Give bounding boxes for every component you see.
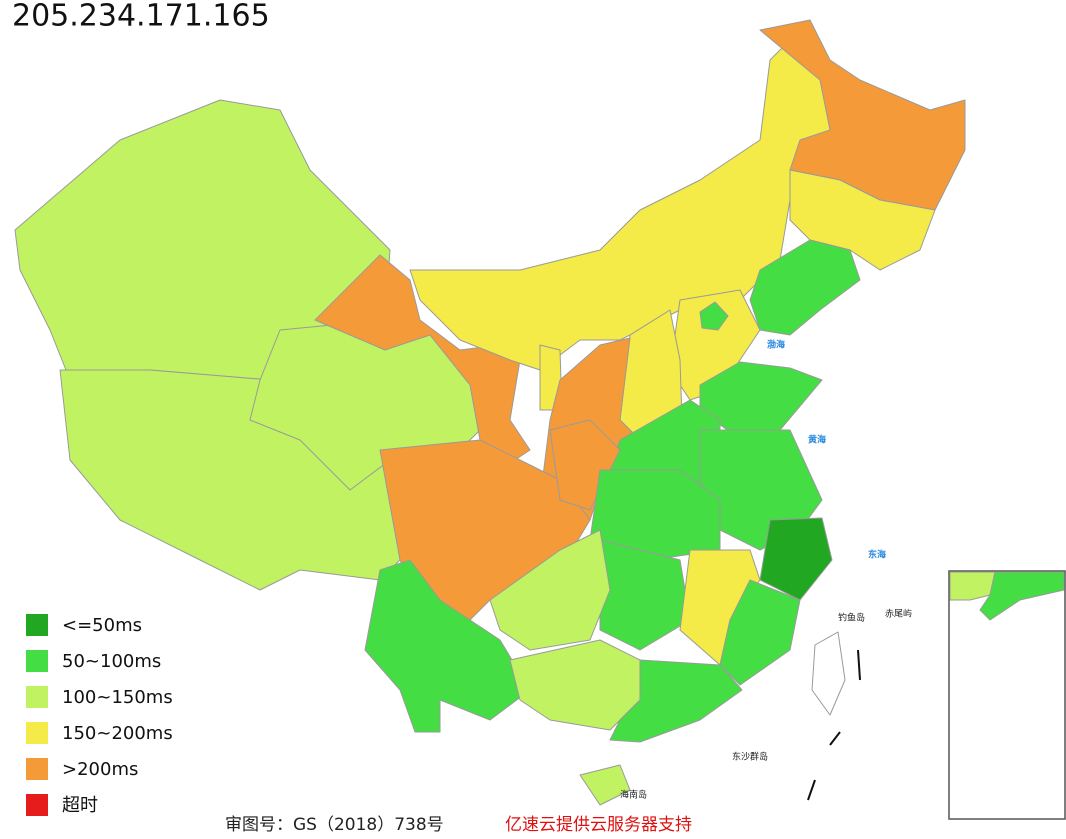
sea-label: 渤海 [767,339,785,351]
province [579,764,631,806]
province [811,631,846,716]
legend-swatch [26,650,48,672]
legend-label: 100~150ms [62,687,173,708]
legend-label: 150~200ms [62,723,173,744]
legend-label: 超时 [62,795,98,816]
map-labels: 渤海 黄海 东海 钓鱼岛 赤尾屿 东沙群岛 海南岛 [620,339,912,801]
province [314,254,531,471]
sea-label: 黄海 [808,434,826,446]
province [609,659,743,743]
boundary-dash [829,731,841,746]
province [789,169,936,271]
legend-label: 50~100ms [62,651,161,672]
legend-label: <=50ms [62,615,142,636]
island-label: 赤尾屿 [885,609,912,620]
boundary-dash [857,649,861,681]
island-label: 海南岛 [620,789,647,801]
province [979,571,1065,621]
province [699,301,729,331]
legend-label: >200ms [62,759,138,780]
legend-swatch [26,686,48,708]
island-label: 钓鱼岛 [838,612,865,624]
legend-swatch [26,722,48,744]
province [749,239,861,336]
province [949,571,996,601]
province [509,639,641,731]
legend: <=50ms 50~100ms 100~150ms 150~200ms >200ms 超时 [26,614,173,816]
province [364,559,531,733]
legend-swatch [26,758,48,780]
title: 205.234.171.165 [12,0,270,34]
province [489,529,611,651]
boundary-dash [807,779,816,801]
approval-number: 审图号：GS（2018）738号 [225,815,444,835]
island-label: 东沙群岛 [732,751,768,763]
sponsor-text: 亿速云提供云服务器支持 [505,815,692,835]
sea-label: 东海 [868,549,886,561]
inset-box [948,570,1066,820]
province [719,579,801,686]
legend-swatch [26,614,48,636]
china-map [14,19,1066,820]
province [759,517,833,601]
legend-swatch [26,794,48,816]
